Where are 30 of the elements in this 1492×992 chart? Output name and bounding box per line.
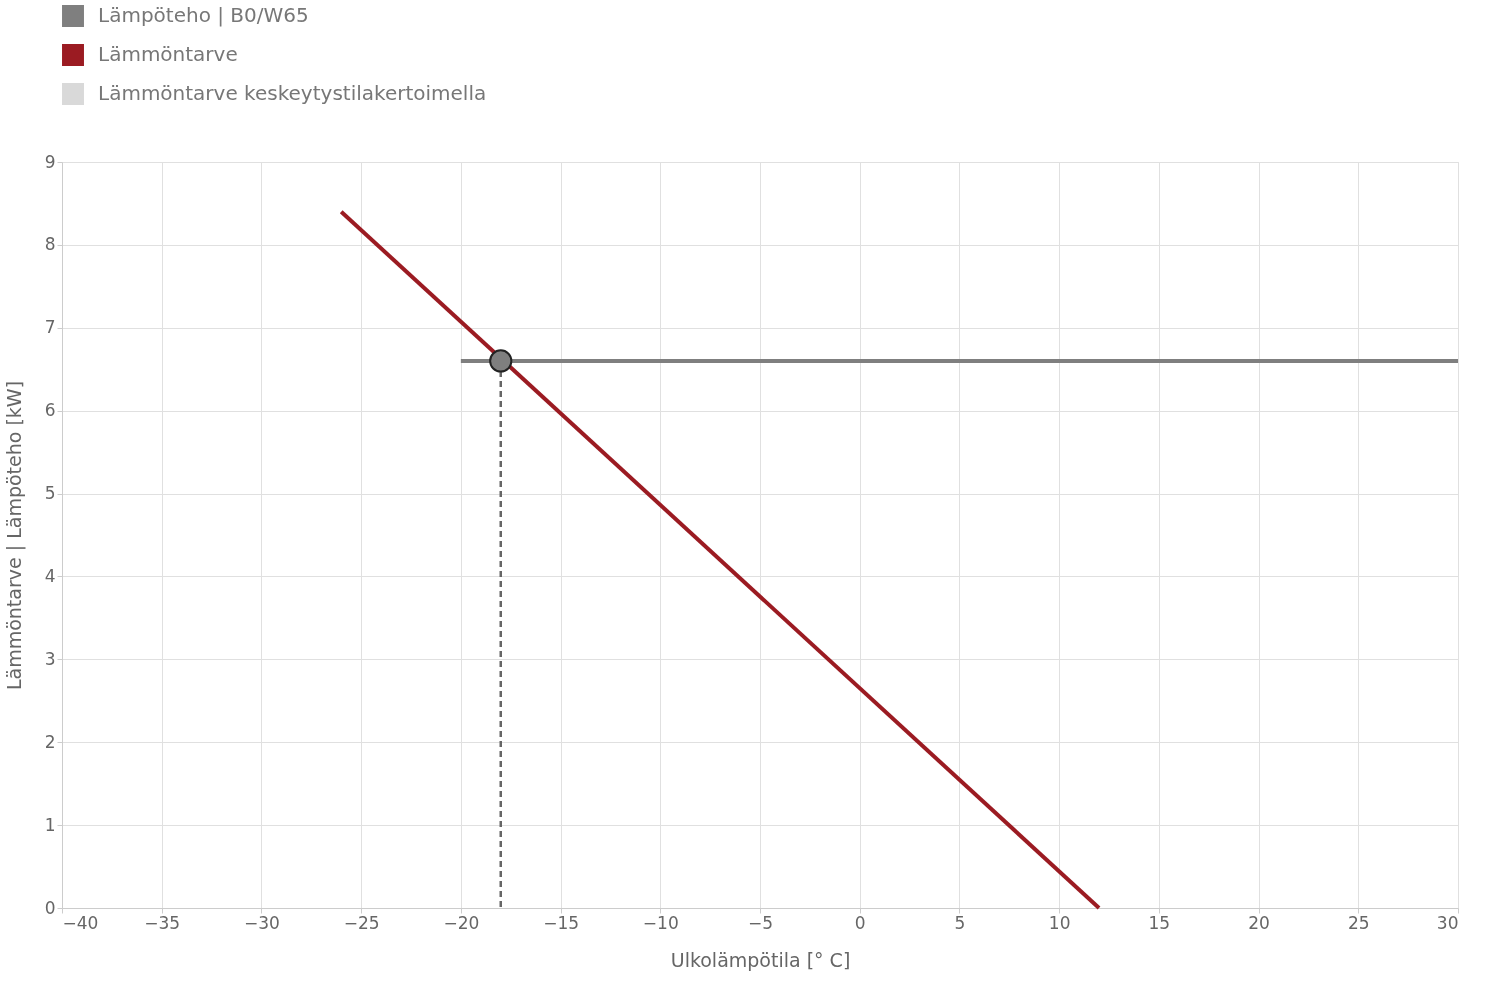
x-tick-label: 5	[954, 912, 966, 933]
legend-label: Lämmöntarve	[98, 42, 238, 66]
x-tick-label: −5	[747, 912, 774, 933]
x-tick-label: 20	[1248, 912, 1270, 933]
x-tick-label: 25	[1347, 912, 1370, 933]
x-tick-label: −40	[62, 912, 99, 933]
y-tick-label: 7	[44, 317, 56, 338]
y-tick-label: 9	[44, 151, 56, 172]
y-tick-label: 8	[44, 234, 56, 255]
x-tick-label: 30	[1436, 912, 1459, 933]
x-tick-label: −35	[144, 912, 181, 933]
x-tick-label: 0	[854, 912, 866, 933]
y-tick-label: 5	[44, 483, 56, 504]
x-tick-label: 10	[1048, 912, 1071, 933]
legend-label: Lämmöntarve keskeytystilakertoimella	[98, 81, 487, 105]
y-tick-label: 0	[44, 897, 56, 918]
x-tick-label: −10	[642, 912, 679, 933]
x-tick-label: −20	[443, 912, 480, 933]
y-axis-title: Lämmöntarve | Lämpöteho [kW]	[2, 380, 26, 691]
y-tick-label: 2	[44, 731, 56, 752]
legend-label: Lämpöteho | B0/W65	[98, 3, 309, 27]
y-tick-label: 6	[44, 400, 56, 421]
x-tick-label: −30	[243, 912, 280, 933]
x-tick-label: 15	[1148, 912, 1171, 933]
y-tick-label: 4	[44, 565, 56, 586]
y-tick-label: 3	[44, 648, 56, 669]
x-tick-label: −15	[543, 912, 580, 933]
y-tick-label: 1	[44, 814, 56, 835]
x-tick-label: −25	[343, 912, 380, 933]
x-axis-title: Ulkolämpötila [° C]	[670, 948, 851, 971]
